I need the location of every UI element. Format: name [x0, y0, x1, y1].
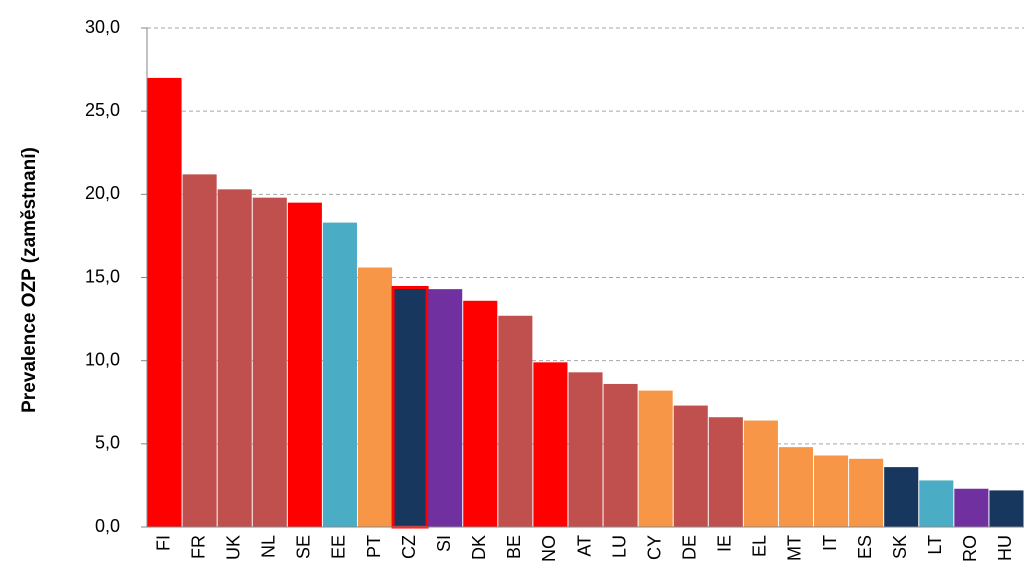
x-tick-label: IE [715, 535, 735, 552]
y-tick-label: 20,0 [85, 183, 120, 203]
x-tick-label: DE [679, 535, 699, 560]
x-tick-label: LT [925, 535, 945, 555]
x-tick-label: SI [434, 535, 454, 552]
bar [884, 467, 919, 527]
y-tick-label: 5,0 [95, 433, 120, 453]
bar [603, 383, 638, 527]
x-tick-label: AT [574, 535, 594, 557]
x-tick-label: RO [960, 535, 980, 562]
bar [287, 202, 322, 527]
bar [391, 285, 429, 529]
bar [954, 488, 989, 527]
x-tick-label: CY [644, 535, 664, 560]
x-tick-label: DK [469, 535, 489, 560]
x-tick-label: SE [294, 535, 314, 559]
bar [849, 458, 884, 527]
bar [252, 197, 287, 527]
y-tick-label: 25,0 [85, 100, 120, 120]
bar [533, 362, 568, 527]
bar [217, 189, 252, 528]
y-tick-label: 0,0 [95, 516, 120, 536]
y-tick-label: 10,0 [85, 349, 120, 369]
bar [708, 417, 743, 527]
y-tick-label: 30,0 [85, 17, 120, 37]
bar [182, 174, 217, 527]
bar [463, 300, 498, 527]
bar [322, 222, 357, 528]
y-tick-label: 15,0 [85, 266, 120, 286]
x-tick-label: NL [259, 535, 279, 558]
x-tick-label: NO [539, 535, 559, 562]
x-tick-label: UK [223, 535, 243, 560]
bar [638, 390, 673, 527]
x-tick-label: ES [855, 535, 875, 559]
bar [673, 405, 708, 527]
bar [428, 289, 463, 527]
x-tick-label: FI [153, 535, 173, 551]
x-tick-label: SK [890, 535, 910, 559]
bar [919, 480, 954, 527]
bar [498, 315, 533, 527]
y-axis-label: Prevalence OZP (zaměstnaní) [19, 147, 40, 413]
x-tick-label: BE [504, 535, 524, 559]
bar [778, 447, 814, 527]
x-tick-label: MT [785, 535, 805, 561]
x-tick-label: PT [364, 535, 384, 558]
x-tick-label: IT [820, 535, 840, 551]
x-tick-label: LU [609, 535, 629, 558]
x-tick-label: CZ [399, 535, 419, 559]
bar [743, 420, 778, 527]
bar [357, 267, 393, 527]
bar [814, 455, 849, 527]
bar [147, 77, 182, 528]
x-tick-label: EL [750, 535, 770, 557]
bar [989, 490, 1024, 527]
x-tick-label: HU [995, 535, 1015, 561]
bar [568, 372, 603, 527]
x-tick-label: FR [188, 535, 208, 559]
x-tick-label: EE [329, 535, 349, 559]
